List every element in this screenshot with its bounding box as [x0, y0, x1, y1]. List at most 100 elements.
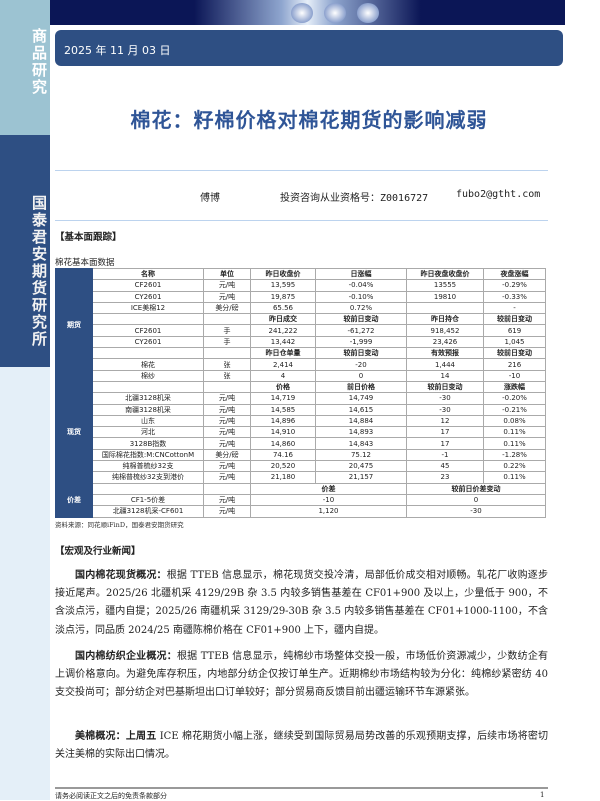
table-cell: -1.28% — [483, 448, 546, 462]
table-cell: 65.56 — [250, 301, 316, 315]
table-cell — [203, 482, 251, 495]
table-cell: 0 — [406, 493, 546, 507]
table-cell: 日涨幅 — [315, 267, 407, 281]
table-cell: -0.21% — [483, 403, 546, 416]
table-cell: 14,893 — [315, 426, 407, 439]
table-row: 纯棉普梳纱32支到港价 元/吨 21,180 21,157 23 0.11% — [56, 471, 546, 484]
table-row: 北疆3128机采 元/吨 14,719 14,749 -30 -0.20% — [56, 392, 546, 405]
table-cell: 0.11% — [483, 471, 546, 484]
table-cell: 14,719 — [250, 392, 316, 405]
table-cell: 价差 — [250, 482, 407, 495]
table-cell: 14,884 — [315, 414, 407, 428]
table-cell: 美分/磅 — [203, 301, 251, 315]
sidebar-top — [0, 0, 50, 135]
table-header-row: 期货 名称 单位 昨日收盘价 日涨幅 昨日夜盘收盘价 夜盘涨幅 — [55, 267, 546, 382]
news-lead: 国内棉花现货概况： — [75, 570, 167, 581]
table-cell: CF1-5价差 — [92, 493, 204, 507]
table-cell: 较前日变动 — [315, 347, 407, 360]
date-bar: 2025 年 11 月 03 日 — [55, 30, 563, 66]
table-cell: 17 — [406, 426, 484, 439]
table-cell: 元/吨 — [203, 471, 251, 484]
table-cell: 较前日价差变动 — [406, 482, 546, 495]
table-cell: -1 — [406, 448, 484, 462]
table-cell: 美分/磅 — [203, 448, 251, 462]
table-row: ICE美棉12 美分/磅 65.56 0.72% - — [56, 301, 546, 315]
table-cell: 13,442 — [250, 335, 316, 349]
table-cell: 0.08% — [483, 414, 546, 428]
table-header-row: 昨日成交 较前日变动 昨日持仓 较前日变动 — [56, 313, 546, 326]
table-cell — [92, 313, 204, 326]
table-row: 国际棉花指数:M:CNCottonM 美分/磅 74.16 75.12 -1 -1.28% — [56, 448, 546, 462]
table-cell: 918,452 — [406, 324, 484, 337]
table-cell: 南疆3128机采 — [92, 403, 204, 416]
table-cell: 北疆3128机采-CF601 — [92, 505, 204, 518]
table-row: 纯棉普梳纱32支 元/吨 20,520 20,475 45 0.22% — [56, 460, 546, 473]
table-cell: 23,426 — [406, 335, 484, 349]
table-cell: 手 — [203, 324, 251, 337]
table-cell: 19,875 — [250, 290, 316, 303]
table-cell: 元/吨 — [203, 493, 251, 507]
section-news: 【宏观及行业新闻】 — [55, 546, 141, 557]
table-cell: 14 — [406, 369, 484, 382]
table-cell: 棉纱 — [92, 369, 204, 382]
report-title: 棉花：籽棉价格对棉花期货的影响减弱 — [130, 108, 488, 132]
header-banner — [50, 0, 565, 25]
table-cell: -61,272 — [315, 324, 407, 337]
table-cell: -30 — [406, 392, 484, 405]
table-cell — [406, 301, 484, 315]
divider — [55, 170, 548, 171]
table-cell: 17 — [406, 437, 484, 450]
table-row: 河北 元/吨 14,910 14,893 17 0.11% — [56, 426, 546, 439]
table-cell: 1,045 — [483, 335, 546, 349]
table-row: 3128B指数 元/吨 14,860 14,843 17 0.11% — [56, 437, 546, 450]
table-group-label: 现货 — [55, 380, 93, 484]
table-cell: 20,520 — [250, 460, 316, 473]
table-cell: 0 — [315, 369, 407, 382]
table-cell: 河北 — [92, 426, 204, 439]
table-cell: 元/吨 — [203, 437, 251, 450]
table-cell: -0.33% — [483, 290, 546, 303]
fundamentals-table: 期货 名称 单位 昨日收盘价 日涨幅 昨日夜盘收盘价 夜盘涨幅 CF2601 元/吨 13,595… — [55, 267, 546, 518]
table-group-label: 价差 — [55, 482, 93, 518]
news-text: 根据 TTEB 信息显示，棉花现货交投冷清，局部低价成交相对顺畅。轧花厂收购逐步… — [55, 570, 549, 636]
table-cell: 名称 — [92, 267, 204, 281]
table-row: CY2601 元/吨 19,875 -0.10% 19810 -0.33% — [56, 290, 546, 303]
table-cell — [203, 380, 251, 394]
news-text: ICE 棉花期货小幅上涨，继续受到国际贸易局势改善的乐观预期支撑，后续市场将密切… — [55, 731, 548, 761]
author-name: 傅博 — [200, 193, 220, 204]
table-cell: 12 — [406, 414, 484, 428]
table-cell: 4 — [250, 369, 316, 382]
table-cell: -0.10% — [315, 290, 407, 303]
author-license: 投资咨询从业资格号：Z0016727 — [280, 193, 429, 204]
table-row: 南疆3128机采 元/吨 14,585 14,615 -30 -0.21% — [56, 403, 546, 416]
table-cell: 216 — [483, 358, 546, 371]
table-row: 北疆3128机采-CF601 元/吨 1,120 -30 — [56, 505, 546, 518]
table-cell — [92, 380, 204, 394]
table-cell: 74.16 — [250, 448, 316, 462]
table-row: 棉纱张 4 0 14 -10 — [56, 369, 546, 382]
table-cell: 昨日持仓 — [406, 313, 484, 326]
table-cell: -0.29% — [483, 279, 546, 292]
table-cell: 14,843 — [315, 437, 407, 450]
table-cell: 23 — [406, 471, 484, 484]
table-row: CF2601 手 241,222 -61,272 918,452 619 — [56, 324, 546, 337]
sidebar-category-label: 商品研究 — [30, 28, 48, 96]
table-cell: 手 — [203, 335, 251, 349]
table-cell: 元/吨 — [203, 392, 251, 405]
table-cell: -30 — [406, 505, 546, 518]
table-cell: 14,860 — [250, 437, 316, 450]
table-cell: 20,475 — [315, 460, 407, 473]
footer-divider — [55, 787, 548, 789]
table-cell: 山东 — [92, 414, 204, 428]
table-cell: -0.04% — [315, 279, 407, 292]
table-cell — [92, 347, 204, 360]
author-email[interactable]: fubo2@gtht.com — [456, 189, 541, 200]
table-cell: ICE美棉12 — [92, 301, 204, 315]
table-header-row: 现货 价格 前日价格 较前日变动 涨跌幅 — [55, 380, 546, 484]
table-source: 资料来源：同花顺iFinD，国泰君安期货研究 — [55, 521, 184, 529]
footer-disclaimer: 请务必阅读正文之后的免责条款部分 — [55, 792, 167, 800]
table-cell: CF2601 — [92, 279, 204, 292]
table-cell: 棉花 — [92, 358, 204, 371]
table-cell: 张 — [203, 369, 251, 382]
table-cell: 昨日成交 — [250, 313, 316, 326]
